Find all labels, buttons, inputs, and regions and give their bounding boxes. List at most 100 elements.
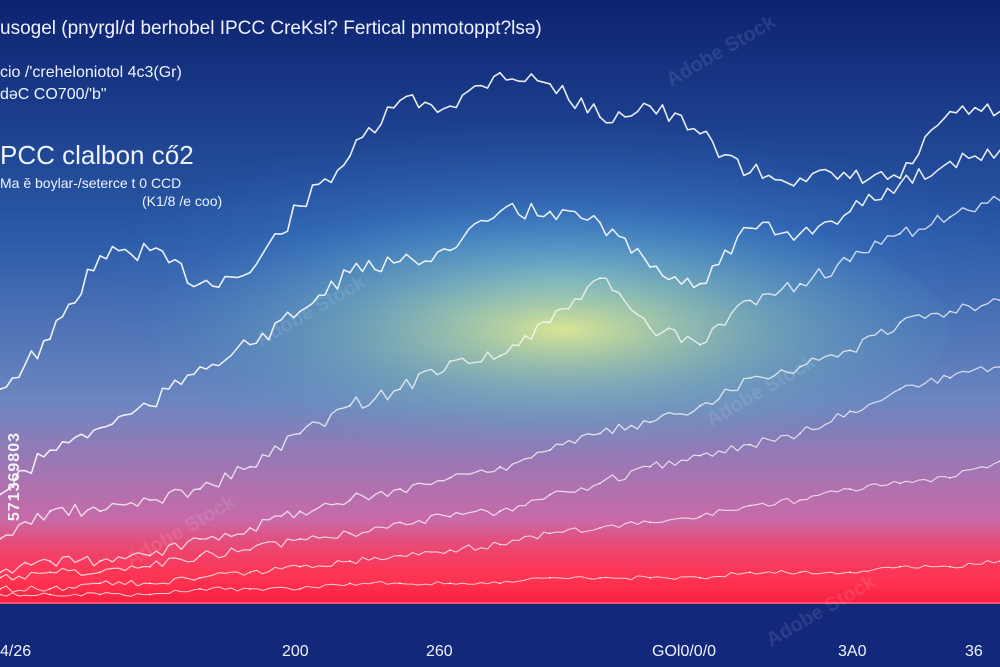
data-point [949,310,951,313]
data-point [349,532,351,535]
data-point [549,321,551,324]
data-point [399,554,401,557]
data-point [799,282,801,285]
data-point [949,377,951,379]
data-point [449,582,451,585]
data-point [199,282,201,285]
data-point [699,454,701,457]
data-point [199,576,201,579]
data-point [499,71,501,74]
note-line-1: Ma ĕ boylar-/seterce t 0 CCD [0,175,182,191]
data-point [0,538,1,540]
data-point [599,432,601,435]
data-point [949,110,951,113]
x-tick-label: 3A0 [838,643,867,660]
data-point [649,521,651,524]
data-point [749,171,751,174]
series-layer [0,71,1000,597]
data-point [349,582,351,585]
data-point [699,576,701,579]
data-point [649,105,651,107]
data-point [299,432,301,435]
data-point [49,588,51,590]
data-point [249,465,251,468]
data-point [99,510,101,513]
data-point [449,477,451,479]
data-point [199,538,201,540]
data-point [199,588,201,590]
data-point [149,404,151,407]
data-point [949,216,951,219]
axis-band [0,602,1000,667]
data-point [599,221,601,224]
chart-title: PCC clalbon cő2 [0,140,194,170]
data-point [299,310,301,313]
data-point [249,588,251,590]
data-point [49,571,51,574]
data-point [699,515,701,518]
data-point [49,560,51,562]
data-point [899,482,901,485]
data-point [799,366,801,368]
data-point [799,571,801,574]
data-point [0,388,1,390]
stock-id: 571369803 [6,432,23,522]
data-point [399,99,401,102]
data-point [349,499,351,501]
data-point [249,549,251,551]
data-point [299,510,301,513]
data-point [399,388,401,390]
data-point [749,227,751,230]
data-point [699,282,701,285]
data-point [499,465,501,468]
header-line-2: cio /'creheloniotol 4c3(Gr) [0,64,182,81]
data-point [649,421,651,424]
data-point [549,493,551,496]
data-point [199,554,201,557]
data-point [649,266,651,268]
data-point [849,349,851,352]
data-point [199,488,201,490]
data-point [749,377,751,379]
data-point [299,205,301,207]
data-point [599,527,601,529]
data-point [99,582,101,585]
data-point [649,327,651,329]
data-point [549,449,551,451]
data-point [749,443,751,446]
data-point [549,210,551,213]
data-point [949,565,951,568]
data-point [649,576,651,579]
data-point [699,404,701,407]
data-point [749,504,751,507]
data-point [99,571,101,574]
data-point [599,576,601,579]
data-point [499,510,501,513]
data-point [949,477,951,479]
data-point [299,565,301,568]
data-point [799,432,801,435]
data-point [499,543,501,546]
data-point [849,210,851,213]
data-point [599,482,601,485]
data-point [199,366,201,368]
data-point [699,132,701,135]
data-point [399,488,401,490]
data-point [899,565,901,568]
data-point [499,582,501,585]
data-point [549,576,551,579]
data-point [399,582,401,585]
data-point [899,388,901,390]
data-point [799,232,801,235]
data-point [99,560,101,562]
data-point [899,182,901,185]
data-point [149,593,151,596]
data-point [799,177,801,180]
data-point [499,210,501,213]
data-point [349,155,351,157]
x-tick-label: GOl0/0/0 [652,643,717,660]
data-point [549,532,551,535]
data-point [749,571,751,574]
data-point [599,116,601,118]
